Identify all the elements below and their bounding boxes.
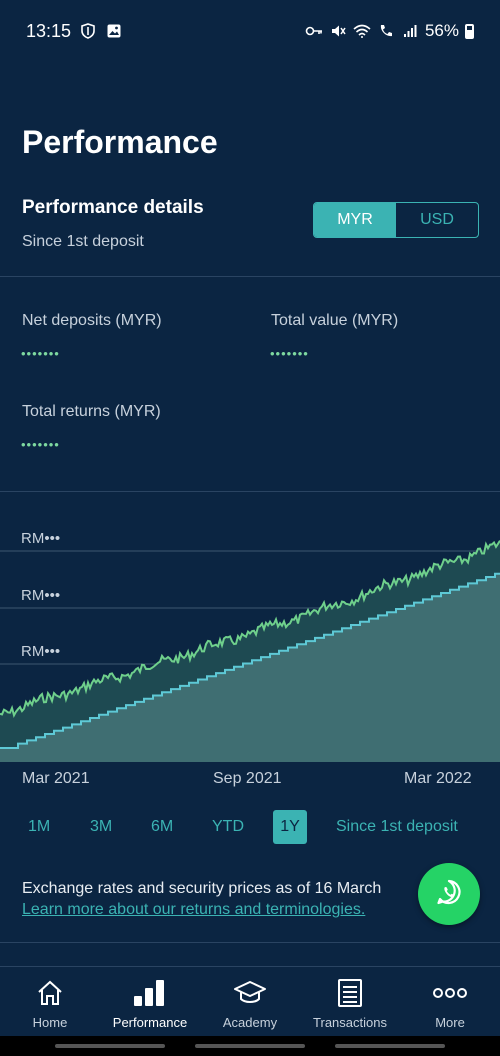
terminology-link[interactable]: Learn more about our returns and termino… — [22, 901, 366, 918]
currency-toggle[interactable]: MYR USD — [313, 202, 479, 238]
whatsapp-icon — [434, 877, 464, 912]
nav-performance[interactable]: Performance — [100, 967, 200, 1036]
x-axis-label: Mar 2021 — [22, 770, 90, 787]
y-axis-label: RM••• — [21, 643, 60, 660]
performance-chart[interactable]: RM••• RM••• RM••• — [0, 492, 500, 762]
nav-academy[interactable]: Academy — [200, 967, 300, 1036]
mute-icon — [329, 22, 347, 40]
document-icon — [337, 977, 363, 1009]
net-deposits-label: Net deposits (MYR) — [22, 312, 162, 329]
status-time: 13:15 — [26, 20, 72, 41]
net-deposits-line — [0, 572, 500, 749]
shield-icon — [79, 22, 97, 40]
image-icon — [105, 22, 123, 40]
x-axis-label: Mar 2022 — [404, 770, 472, 787]
battery-icon — [465, 23, 474, 39]
x-axis: Mar 2021 Sep 2021 Mar 2022 — [0, 770, 500, 792]
key-icon — [305, 22, 323, 40]
nav-pill — [335, 1044, 445, 1048]
divider — [0, 491, 500, 492]
range-since-first-deposit[interactable]: Since 1st deposit — [336, 818, 458, 835]
currency-option-usd[interactable]: USD — [420, 211, 454, 228]
nav-label: Performance — [112, 1015, 188, 1030]
range-6m[interactable]: 6M — [151, 818, 174, 835]
nav-label: Home — [32, 1015, 68, 1030]
bar-chart-icon — [132, 977, 168, 1009]
system-gesture-bar — [0, 1036, 500, 1056]
range-1y[interactable]: 1Y — [273, 810, 307, 844]
y-axis-label: RM••• — [21, 530, 60, 547]
currency-option-myr[interactable]: MYR — [314, 203, 396, 237]
range-selector[interactable]: 1M 3M 6M YTD 1Y Since 1st deposit — [0, 810, 500, 846]
x-axis-label: Sep 2021 — [213, 770, 282, 787]
home-icon — [35, 977, 65, 1009]
nav-label: Academy — [222, 1015, 278, 1030]
wifi-calling-icon — [377, 22, 395, 40]
range-ytd[interactable]: YTD — [212, 818, 244, 835]
section-subtitle: Since 1st deposit — [22, 233, 144, 250]
signal-icon — [401, 22, 419, 40]
net-deposits-value: ••••••• — [21, 346, 60, 361]
total-returns-value: ••••••• — [21, 437, 60, 452]
total-value-label: Total value (MYR) — [271, 312, 399, 329]
total-value-value: ••••••• — [270, 346, 309, 361]
y-axis-label: RM••• — [21, 587, 60, 604]
divider — [0, 942, 500, 943]
nav-transactions[interactable]: Transactions — [300, 967, 400, 1036]
nav-label: More — [435, 1015, 465, 1030]
nav-pill — [195, 1044, 305, 1048]
more-icon — [432, 977, 468, 1009]
nav-label: Transactions — [313, 1015, 387, 1030]
nav-pill — [55, 1044, 165, 1048]
net-deposits-area — [0, 573, 500, 762]
total-returns-label: Total returns (MYR) — [22, 403, 161, 420]
graduation-cap-icon — [233, 977, 267, 1009]
total-value-line — [0, 540, 500, 718]
footnote-text: Exchange rates and security prices as of… — [22, 880, 382, 897]
page-title: Performance — [22, 124, 218, 160]
range-3m[interactable]: 3M — [90, 818, 113, 835]
battery-percent: 56% — [424, 21, 459, 40]
wifi-icon — [353, 22, 371, 40]
divider — [0, 276, 500, 277]
bottom-navigation: Home Performance Academy Transactions Mo… — [0, 966, 500, 1036]
section-title: Performance details — [22, 197, 204, 218]
status-bar: 13:15 56% — [0, 0, 500, 62]
whatsapp-button[interactable] — [418, 863, 480, 925]
footnote: Exchange rates and security prices as of… — [22, 878, 482, 920]
nav-more[interactable]: More — [400, 967, 500, 1036]
range-1m[interactable]: 1M — [28, 818, 51, 835]
nav-home[interactable]: Home — [0, 967, 100, 1036]
